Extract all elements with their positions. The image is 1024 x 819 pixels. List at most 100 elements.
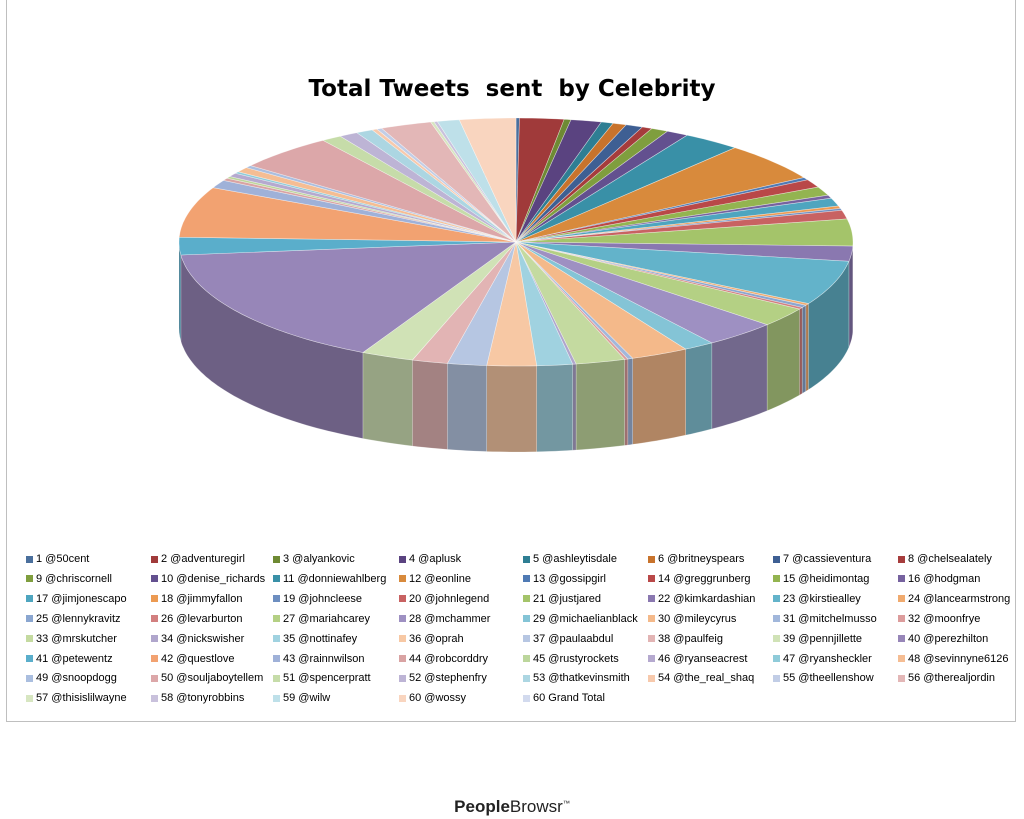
legend-swatch [648,655,655,662]
legend-swatch [773,635,780,643]
legend-item: 23 @kirstiealley [773,589,861,609]
legend-label: 3 @alyankovic [283,553,355,565]
pie-slice-38 [411,241,517,364]
legend-swatch [151,595,158,603]
legend-item: 7 @cassieventura [773,549,871,569]
pie-slice-4 [515,119,602,243]
legend-item: 35 @nottinafey [273,629,357,649]
legend-swatch [523,595,530,603]
legend-swatch [523,615,530,623]
legend-label: 1 @50cent [36,553,90,565]
pie-slice-side-37 [447,363,487,452]
legend-swatch [648,575,655,583]
legend-swatch [399,635,406,643]
legend-label: 50 @souljaboytellem [161,672,264,685]
pie-slice-side-24 [805,303,809,392]
legend-label: 14 @greggrunberg [658,572,751,585]
legend-label: 27 @mariahcarey [283,612,370,625]
legend-label: 35 @nottinafey [283,632,358,645]
legend-swatch [523,655,530,662]
legend-item: 60 @wossy [399,688,466,708]
legend-item: 49 @snoopdogg [26,668,117,688]
legend-label: 29 @michaelianblack [533,612,638,625]
legend-label: 10 @denise_richards [161,572,266,585]
pie-slice-side-33 [575,359,625,451]
legend-item: 60 Grand Total [523,688,605,708]
legend-swatch [273,655,280,662]
legend-label: 41 @petewentz [36,652,113,665]
legend-item: 18 @jimmyfallon [151,589,242,609]
legend-item: 15 @heidimontag [773,569,869,589]
legend-swatch [273,575,280,583]
legend-swatch [898,555,905,563]
legend-item: 28 @mchammer [399,609,490,629]
legend-label: 59 @wilw [283,692,331,705]
legend-swatch [399,694,406,702]
legend-item: 48 @sevinnyne6126 [898,649,1008,669]
legend-swatch [399,555,406,563]
legend-label: 60 Grand Total [533,692,605,705]
legend-swatch [273,555,280,563]
brand-rest: Browsr [509,797,563,816]
legend-label: 46 @ryanseacrest [658,652,748,665]
legend-label: 57 @thisislilwayne [36,692,127,705]
legend-label: 15 @heidimontag [783,572,870,585]
legend-label: 39 @pennjillette [783,632,863,645]
legend-label: 37 @paulaabdul [533,632,614,645]
legend-item: 53 @thatkevinsmith [523,668,630,688]
legend-swatch [648,674,655,682]
legend-item: 36 @oprah [399,629,464,649]
legend-item: 33 @mrskutcher [26,629,117,649]
legend-item: 8 @chelsealately [898,549,992,569]
legend-label: 56 @therealjordin [908,672,995,685]
legend-label: 45 @rustyrockets [533,652,619,665]
legend-item: 55 @theellenshow [773,668,874,688]
pie-chart [178,117,854,453]
legend-item: 37 @paulaabdul [523,629,613,649]
pie-slice-side-30 [632,348,686,445]
legend-label: 6 @britneyspears [658,553,745,565]
legend-item: 24 @lancearmstrong [898,589,1010,609]
legend-item: 1 @50cent [26,549,89,569]
legend-label: 4 @aplusk [409,553,462,565]
legend-item: 43 @rainnwilson [273,649,365,669]
legend-swatch [773,595,780,603]
legend-swatch [898,615,905,623]
legend-label: 49 @snoopdogg [36,672,117,685]
legend-item: 4 @aplusk [399,549,461,569]
legend-item: 22 @kimkardashian [648,589,755,609]
legend-swatch [399,674,406,682]
legend-item: 40 @perezhilton [898,629,988,649]
legend-label: 7 @cassieventura [783,553,872,565]
pie-slice-side-35 [536,363,573,453]
legend-label: 26 @levarburton [161,612,243,625]
pie-slice-36 [486,241,538,367]
pie-slice-40 [180,241,517,353]
brand-mark: ™ [562,800,570,808]
legend-item: 51 @spencerpratt [273,668,371,688]
legend-item: 52 @stephenfry [399,668,487,688]
legend-item: 5 @ashleytisdale [523,549,617,569]
legend-swatch [151,615,158,623]
legend-item: 41 @petewentz [26,649,113,669]
chart-title-line-1: Total Tweets sent by Celebrity [308,76,716,102]
legend-swatch [648,615,655,623]
legend-label: 30 @mileycyrus [658,612,737,625]
pie-slice-side-36 [486,365,537,453]
pie-slice-39 [362,241,517,361]
pie-slice-23 [515,241,850,304]
legend-item: 21 @justjared [523,589,601,609]
pie-slice-50 [249,140,517,243]
legend-swatch [773,615,780,623]
legend-swatch [26,655,33,662]
legend-swatch [26,635,33,643]
pie-slice-28 [515,241,768,344]
legend-swatch [26,575,33,583]
legend-item: 29 @michaelianblack [523,609,638,629]
legend-label: 25 @lennykravitz [36,612,121,625]
legend-label: 32 @moonfrye [908,612,981,625]
legend-swatch [523,555,530,563]
legend-label: 52 @stephenfry [409,672,487,685]
legend-swatch [399,575,406,583]
legend-item: 17 @jimjonescapo [26,589,127,609]
